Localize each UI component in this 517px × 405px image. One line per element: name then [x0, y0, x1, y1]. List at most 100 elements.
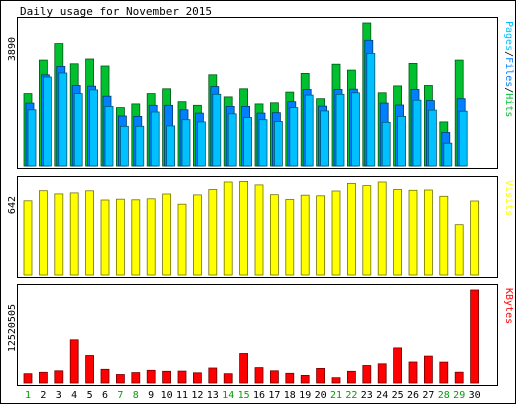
bar-pages-day-27: [427, 109, 437, 167]
bar-kbytes-day-10: [162, 370, 172, 384]
bar-kbytes-day-26: [408, 361, 418, 384]
panel-hits-scale-label: 3890: [7, 37, 18, 61]
bar-pages-day-1: [27, 109, 37, 167]
bar-pages-day-2: [43, 76, 52, 167]
x-tick-label: 21: [330, 390, 342, 401]
bar-visits-day-8: [131, 199, 141, 276]
x-tick-label: 8: [133, 390, 139, 401]
bar-pages-day-26: [412, 99, 422, 167]
bar-pages-day-12: [196, 121, 206, 167]
bar-pages-day-4: [73, 93, 83, 167]
bar-visits-day-30: [470, 200, 480, 276]
x-tick-label: 20: [315, 390, 327, 401]
bar-visits-day-14: [223, 181, 233, 276]
bar-pages-day-10: [166, 125, 176, 167]
panel-hits: 3890 Pages/Files/Hits: [7, 17, 514, 169]
panel-hits-legend: Pages/Files/Hits: [503, 21, 514, 117]
panel-visits-legend: Visits: [503, 180, 514, 216]
legend-hits: Hits: [503, 93, 514, 117]
bar-visits-day-1: [23, 200, 33, 276]
bar-visits-day-11: [177, 203, 187, 276]
x-tick-label: 30: [469, 390, 481, 401]
x-tick-label: 27: [422, 390, 434, 401]
bar-kbytes-day-21: [331, 377, 341, 384]
x-tick-label: 22: [345, 390, 357, 401]
bar-pages-day-11: [181, 119, 191, 167]
bar-kbytes-day-14: [223, 373, 233, 384]
x-tick-label: 19: [299, 390, 311, 401]
bar-kbytes-day-6: [100, 368, 110, 384]
x-tick-label: 29: [453, 390, 465, 401]
x-tick-label: 1: [25, 390, 31, 401]
bar-visits-day-7: [116, 198, 125, 276]
bar-pages-day-9: [150, 111, 160, 167]
bar-kbytes-day-1: [23, 373, 33, 384]
x-tick-label: 15: [238, 390, 250, 401]
bar-pages-day-8: [135, 125, 145, 167]
series-pages: [27, 53, 468, 167]
bar-visits-day-23: [362, 185, 372, 276]
bar-pages-day-18: [289, 107, 299, 167]
bar-pages-day-7: [120, 125, 129, 167]
legend-separator: /: [503, 87, 514, 93]
bar-visits-day-18: [285, 199, 295, 276]
panel-kbytes: 12520505 KBytes: [7, 284, 514, 386]
x-tick-label: 12: [191, 390, 203, 401]
x-tick-label: 11: [176, 390, 188, 401]
bar-visits-day-3: [54, 193, 64, 276]
x-tick-label: 13: [207, 390, 219, 401]
bar-visits-day-20: [316, 195, 326, 276]
bar-kbytes-day-24: [377, 363, 387, 384]
bar-pages-day-22: [350, 92, 360, 167]
bar-kbytes-day-4: [69, 339, 79, 384]
bar-pages-day-5: [89, 89, 98, 167]
panel-visits: 642 Visits: [7, 176, 514, 278]
bar-kbytes-day-8: [131, 372, 141, 384]
bar-kbytes-day-22: [346, 370, 356, 384]
bar-visits-day-26: [408, 189, 418, 276]
bar-kbytes-day-16: [254, 367, 264, 384]
bar-pages-day-14: [227, 113, 237, 167]
panel-kbytes-scale-label: 12520505: [7, 304, 18, 352]
bar-pages-day-13: [212, 93, 222, 167]
bar-visits-day-24: [377, 181, 387, 276]
x-tick-label: 10: [161, 390, 173, 401]
bar-visits-day-5: [85, 190, 94, 276]
panel-visits-scale-label: 642: [7, 196, 18, 214]
bar-pages-day-28: [443, 142, 453, 167]
legend-pages: Pages: [503, 21, 514, 51]
bar-pages-day-25: [397, 116, 407, 167]
bar-visits-day-13: [208, 189, 218, 276]
bar-visits-day-4: [69, 192, 79, 276]
bar-pages-day-6: [104, 106, 114, 167]
legend-visits: Visits: [503, 180, 514, 216]
x-tick-label: 7: [117, 390, 123, 401]
bar-visits-day-16: [254, 184, 264, 276]
x-tick-label: 2: [40, 390, 46, 401]
bar-kbytes-day-27: [423, 355, 433, 384]
bar-kbytes-day-29: [454, 371, 464, 384]
bar-pages-day-3: [58, 72, 68, 167]
bar-visits-day-17: [269, 194, 279, 276]
bar-visits-day-12: [192, 194, 202, 276]
bar-kbytes-day-13: [208, 367, 218, 384]
bar-visits-day-19: [300, 194, 310, 276]
bar-kbytes-day-28: [439, 361, 449, 384]
legend-files: Files: [503, 57, 514, 87]
bar-visits-day-6: [100, 199, 110, 276]
bar-kbytes-day-11: [177, 370, 187, 384]
bar-kbytes-day-19: [300, 374, 310, 384]
bar-pages-day-15: [243, 117, 253, 167]
bar-visits-day-10: [162, 193, 172, 276]
bar-visits-day-2: [39, 190, 48, 276]
legend-separator: /: [503, 51, 514, 57]
bar-pages-day-29: [458, 110, 468, 167]
x-tick-label: 9: [148, 390, 154, 401]
bar-kbytes-day-17: [269, 370, 279, 384]
legend-kbytes: KBytes: [503, 288, 514, 324]
x-tick-label: 16: [253, 390, 265, 401]
bar-kbytes-day-12: [192, 372, 202, 384]
x-tick-label: 26: [407, 390, 419, 401]
bar-kbytes-day-5: [85, 355, 94, 384]
